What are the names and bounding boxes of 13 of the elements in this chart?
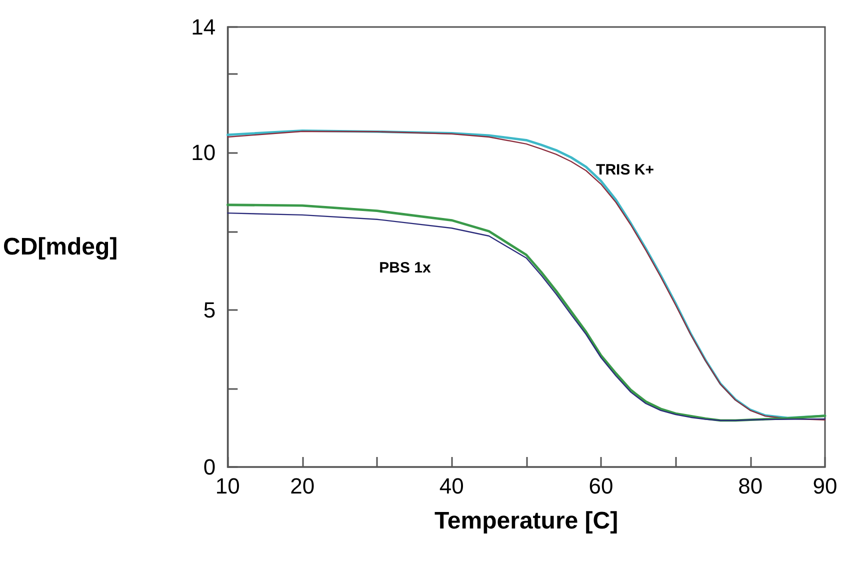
annotation: TRIS K+ xyxy=(596,162,654,178)
y-tick-label: 14 xyxy=(191,14,216,40)
x-axis-title: Temperature [C] xyxy=(434,508,618,534)
y-tick-label: 5 xyxy=(203,297,216,322)
y-tick-label: 0 xyxy=(203,454,216,480)
y-axis-title: CD[mdeg] xyxy=(3,234,118,260)
x-tick-label: 20 xyxy=(290,474,315,498)
annotation: PBS 1x xyxy=(379,260,432,276)
y-tick-label: 10 xyxy=(191,140,216,166)
x-tick-label: 90 xyxy=(812,474,838,498)
x-tick-label: 60 xyxy=(588,474,614,498)
x-tick-label: 40 xyxy=(439,474,464,498)
x-tick-label: 80 xyxy=(738,474,763,498)
